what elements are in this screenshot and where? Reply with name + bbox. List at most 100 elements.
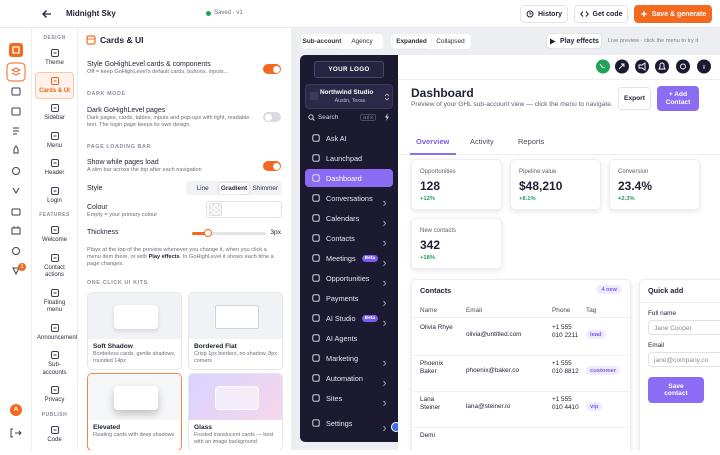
nav-item[interactable]: Floating menu: [35, 284, 74, 319]
save-generate-button[interactable]: Save & generate: [634, 5, 712, 23]
nav-item-label: Privacy: [44, 397, 65, 403]
nav-item[interactable]: Welcome: [35, 221, 74, 249]
nav-item[interactable]: Cards & UI: [35, 71, 74, 99]
toggle[interactable]: [263, 161, 281, 171]
preview-note: Plays at the top of the preview whenever…: [87, 247, 279, 268]
menu-item[interactable]: Payments: [305, 289, 393, 307]
page-tab[interactable]: Activity: [470, 137, 494, 146]
colour-input[interactable]: [206, 201, 282, 218]
style-option[interactable]: Line: [196, 184, 209, 192]
mode-option[interactable]: Sub-account: [302, 35, 342, 48]
contact-name: Phoenix Baker: [420, 360, 444, 375]
column-header: Tag: [586, 307, 597, 314]
menu-label: Ask AI: [326, 133, 347, 143]
menu-label: Calendars: [326, 213, 360, 223]
menu-item[interactable]: Meetings Beta: [305, 249, 393, 267]
nav-section: FEATURES: [39, 212, 70, 218]
menu-chevron: [382, 394, 387, 412]
stat-card: Opportunities 128 +12%: [411, 159, 502, 210]
save-contact-button[interactable]: Save contact: [648, 377, 704, 403]
menu-item[interactable]: Opportunities: [305, 269, 393, 287]
menu-chevron: [382, 254, 387, 272]
account-switcher[interactable]: Northwind Studio Austin, Texas: [305, 84, 393, 109]
layout-option[interactable]: Expanded: [392, 35, 431, 48]
back-arrow[interactable]: [42, 9, 52, 19]
menu-item[interactable]: Sites: [305, 389, 393, 407]
menu-item[interactable]: Calendars: [305, 209, 393, 227]
nav-item[interactable]: Login: [35, 182, 74, 210]
setting-label: Style GoHighLevel cards & components: [87, 61, 211, 68]
nav-item[interactable]: Sidebar: [35, 99, 74, 127]
menu-chevron: [382, 314, 387, 332]
page-subtitle: Preview of your GHL sub-account view — c…: [411, 101, 613, 108]
nav-item[interactable]: Contact actions: [35, 249, 74, 284]
play-effects-button[interactable]: Play effects: [546, 33, 602, 49]
quick-action-icon[interactable]: [384, 113, 390, 121]
icon-rail: 1 A: [0, 28, 32, 450]
search-placeholder[interactable]: Search: [318, 114, 339, 121]
menu-item[interactable]: AI Studio Beta: [305, 309, 393, 327]
page-tab[interactable]: Overview: [416, 137, 450, 146]
ui-kit-card[interactable]: Bordered Flat Crisp 1px borders, no shado…: [188, 292, 283, 370]
kit-description: Borderless cards, gentle shadows, rounde…: [93, 351, 176, 364]
nav-item[interactable]: Code: [35, 421, 74, 449]
stat-card: Conversion 23.4% +2.3%: [609, 159, 700, 210]
history-button[interactable]: History: [520, 5, 568, 23]
menu-label: Contacts: [326, 233, 355, 243]
colour-swatch[interactable]: [209, 203, 222, 216]
toggle[interactable]: [263, 112, 281, 122]
contact-email: phoenix@baker.co: [466, 367, 520, 374]
toggle[interactable]: [263, 64, 281, 74]
nav-item[interactable]: Theme: [35, 44, 74, 72]
menu-item[interactable]: Conversations: [305, 189, 393, 207]
nav-item[interactable]: Menu: [35, 127, 74, 155]
layout-selector: Expanded Collapsed: [391, 34, 471, 49]
nav-item[interactable]: Sub-accounts: [35, 346, 74, 381]
menu-item[interactable]: Contacts: [305, 229, 393, 247]
page-tab[interactable]: Reports: [518, 137, 545, 146]
setting-label: Colour: [87, 204, 108, 211]
menu-item[interactable]: Automation: [305, 369, 393, 387]
nav-item[interactable]: Announcements: [35, 319, 77, 347]
menu-item[interactable]: Ask AI: [305, 129, 393, 147]
section-heading: ONE-CLICK UI KITS: [87, 280, 148, 286]
setting-hint: Off = keep GoHighLevel's default cards, …: [87, 69, 229, 75]
settings-panel: Cards & UI Style GoHighLevel cards & com…: [78, 28, 292, 450]
ui-kit-card[interactable]: Soft Shadow Borderless cards, gentle shad…: [87, 292, 182, 370]
export-button[interactable]: Export: [618, 87, 651, 110]
header-icons[interactable]: [588, 58, 713, 75]
ui-kit-card[interactable]: Glass Frosted translucent cards — best wi…: [188, 373, 283, 450]
menu-item[interactable]: Dashboard: [305, 169, 393, 187]
style-option[interactable]: Shimmer: [252, 184, 279, 192]
mode-option[interactable]: Agency: [351, 38, 373, 45]
tabs-divider: [398, 154, 720, 155]
style-option[interactable]: Gradient: [218, 182, 250, 194]
row-divider: [412, 391, 632, 392]
note-text: Plays at the top of the preview whenever…: [87, 247, 267, 260]
menu-label: AI Studio: [326, 313, 356, 323]
setting-label: Dark GoHighLevel pages: [87, 107, 166, 114]
menu-item[interactable]: Marketing: [305, 349, 393, 367]
field-input[interactable]: Jane Cooper: [648, 320, 720, 335]
header-divider: [398, 79, 720, 80]
kit-thumbnail: [189, 293, 282, 339]
nav-item[interactable]: Header: [35, 154, 74, 182]
search-shortcut: ctrl K: [360, 114, 377, 121]
contact-name: Lana Steiner: [420, 396, 441, 411]
rail-avatar[interactable]: A: [13, 406, 19, 413]
ui-kit-card[interactable]: Elevated Floating cards with deep shadows: [87, 373, 182, 450]
menu-item[interactable]: Launchpad: [305, 149, 393, 167]
add-contact-button[interactable]: + Add Contact: [657, 86, 699, 111]
get-code-button[interactable]: Get code: [574, 5, 628, 23]
menu-item[interactable]: AI Agents: [305, 329, 393, 347]
nav-item[interactable]: Privacy: [35, 381, 74, 409]
layout-option[interactable]: Collapsed: [436, 38, 465, 45]
menu-label: Automation: [326, 373, 363, 383]
field-input[interactable]: jane@company.co: [648, 352, 720, 367]
settings-nav: DESIGN Theme Cards & UI Sidebar Menu Header Lo…: [32, 28, 78, 450]
stat-card: New contacts 342 +18%: [411, 218, 502, 269]
slider-knob[interactable]: [204, 229, 212, 237]
menu-item[interactable]: Settings: [305, 414, 393, 432]
stat-change: +2.3%: [618, 196, 635, 202]
preview-main: Dashboard Preview of your GHL sub-accoun…: [398, 55, 720, 450]
